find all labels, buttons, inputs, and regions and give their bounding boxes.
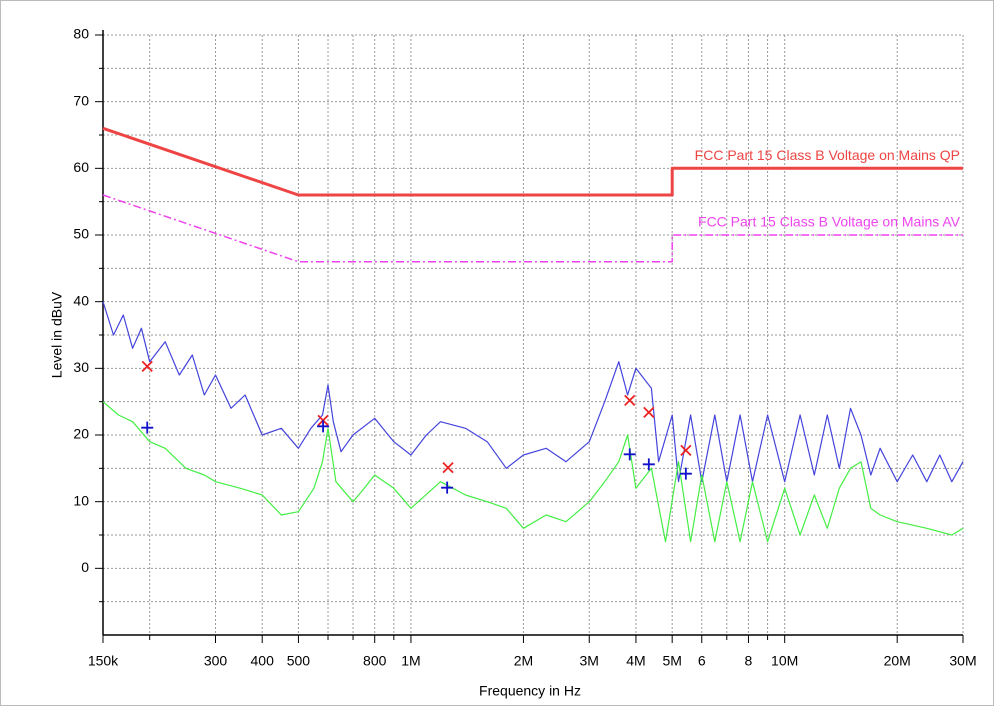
y-tick-label: 50 — [73, 226, 89, 242]
x-tick-label: 400 — [251, 653, 275, 669]
series-line — [102, 126, 963, 197]
x-tick-label: 3M — [580, 653, 599, 669]
marker — [317, 420, 330, 433]
marker — [624, 394, 636, 406]
marker — [442, 462, 454, 474]
x-tick-label: 300 — [204, 653, 228, 669]
x-tick-label: 8 — [745, 653, 753, 669]
x-tick-label: 1M — [401, 653, 420, 669]
x-tick-label: 5M — [662, 653, 681, 669]
limit-label: FCC Part 15 Class B Voltage on Mains QP — [695, 147, 960, 163]
y-axis-label: Level in dBuV — [49, 291, 65, 378]
y-tick-label: 40 — [73, 292, 89, 308]
marker — [680, 444, 692, 456]
x-tick-label: 500 — [287, 653, 311, 669]
series-line — [102, 194, 963, 263]
y-tick-label: 10 — [73, 492, 89, 508]
y-tick-label: 20 — [73, 426, 89, 442]
marker — [642, 458, 655, 471]
marker — [141, 360, 153, 372]
series-line — [102, 401, 964, 543]
y-tick-label: 30 — [73, 359, 89, 375]
series-line — [102, 301, 964, 483]
x-tick-label: 4M — [626, 653, 645, 669]
x-tick-label: 10M — [771, 653, 798, 669]
x-tick-label: 150k — [88, 653, 119, 669]
y-tick-label: 70 — [73, 92, 89, 108]
x-tick-label: 800 — [363, 653, 387, 669]
x-tick-label: 20M — [884, 653, 911, 669]
x-tick-label: 2M — [514, 653, 533, 669]
marker — [643, 406, 655, 418]
marker — [679, 467, 692, 480]
x-tick-label: 30M — [949, 653, 976, 669]
marker — [623, 448, 636, 461]
x-tick-label: 6 — [698, 653, 706, 669]
limit-label: FCC Part 15 Class B Voltage on Mains AV — [698, 214, 961, 230]
marker — [141, 421, 154, 434]
y-tick-label: 0 — [81, 559, 89, 575]
marker — [317, 414, 329, 426]
y-tick-label: 80 — [73, 26, 89, 42]
y-tick-label: 60 — [73, 159, 89, 175]
x-axis-label: Frequency in Hz — [479, 683, 581, 699]
marker — [441, 481, 454, 494]
